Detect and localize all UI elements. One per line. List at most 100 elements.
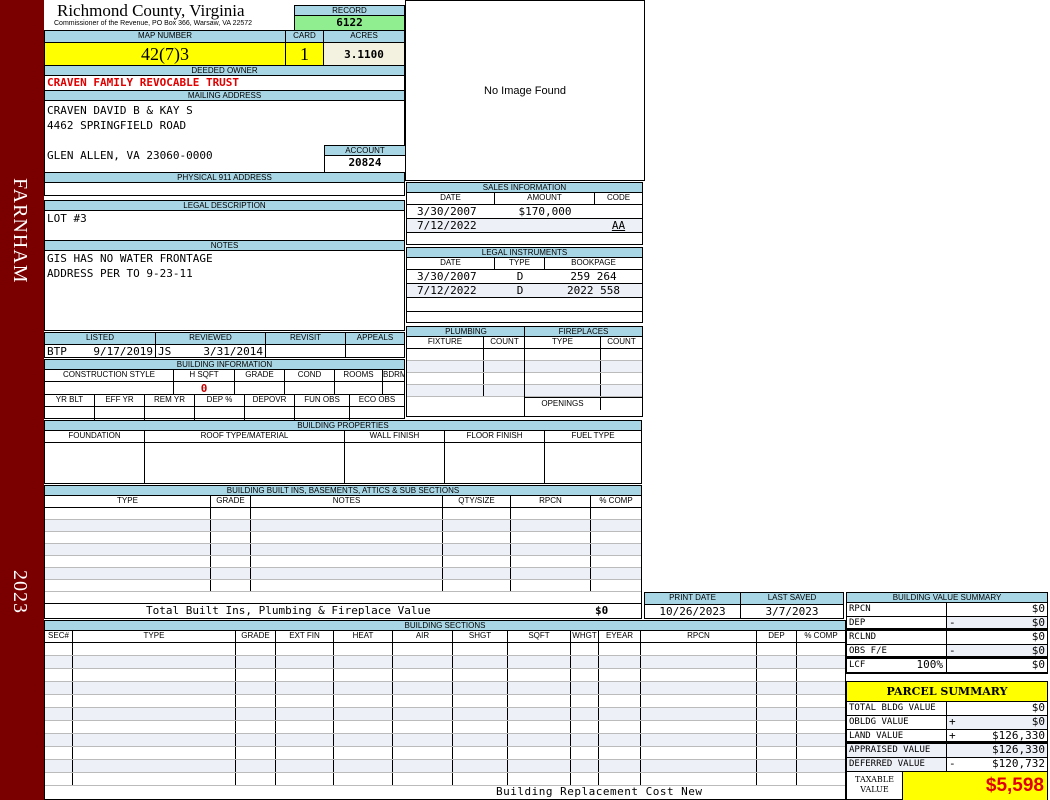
instrument-type: D — [516, 270, 524, 283]
cell — [571, 760, 599, 772]
value: $126,330 — [992, 743, 1045, 756]
summary-value: - $0 — [947, 617, 1047, 629]
table-row — [45, 669, 845, 682]
cell — [393, 695, 453, 707]
col-code: CODE — [606, 193, 631, 202]
cell — [236, 682, 276, 694]
cell — [599, 643, 641, 655]
summary-label: RCLND — [847, 631, 947, 644]
taxable-label: TAXABLE VALUE — [847, 772, 903, 800]
column-header: FOUNDATION — [45, 431, 145, 442]
column-header: HEAT — [334, 631, 393, 642]
parcel-summary-label: PARCEL SUMMARY — [847, 682, 1047, 702]
cell — [45, 508, 211, 519]
cell — [599, 669, 641, 681]
cell — [73, 760, 236, 772]
cell — [45, 556, 211, 567]
cell — [599, 760, 641, 772]
cell — [334, 721, 393, 733]
column-header: ROOMS — [335, 370, 383, 381]
lcf-percent: 100% — [916, 658, 944, 671]
cell — [599, 695, 641, 707]
sale-date: 7/12/2022 — [417, 219, 477, 232]
value: $126,330 — [992, 729, 1045, 742]
mailing-line: CRAVEN DAVID B & KAY S — [47, 104, 193, 117]
cell — [45, 669, 73, 681]
column-header: GRADE — [235, 370, 285, 381]
mailing-line: GLEN ALLEN, VA 23060-0000 — [47, 149, 213, 162]
value-summary-row: DEP - $0 — [847, 617, 1047, 631]
cell — [443, 532, 511, 543]
cell — [797, 669, 845, 681]
cell — [508, 708, 571, 720]
table-row — [407, 373, 525, 385]
plumbing-label: PLUMBING — [407, 327, 525, 337]
cell — [797, 682, 845, 694]
cell — [393, 760, 453, 772]
cell — [45, 656, 73, 668]
sales-box: SALES INFORMATION DATE AMOUNT CODE 3/30/20… — [406, 182, 643, 245]
cell — [797, 643, 845, 655]
summary-value: - $120,732 — [947, 758, 1047, 771]
cell — [525, 361, 601, 372]
builtins-total-value: $0 — [595, 604, 609, 617]
table-row — [45, 734, 845, 747]
cell — [757, 643, 797, 655]
sale-amount: $170,000 — [518, 205, 572, 218]
instrument-date: 3/30/2007 — [417, 270, 477, 283]
owner-box: DEEDED OWNER CRAVEN FAMILY REVOCABLE TRU… — [44, 65, 405, 173]
cell — [797, 708, 845, 720]
cell — [453, 669, 508, 681]
cell — [276, 721, 334, 733]
column-header: FUEL TYPE — [571, 431, 615, 440]
col-bookpage: BOOKPAGE — [571, 258, 616, 267]
cell — [211, 508, 251, 519]
cell — [601, 373, 642, 384]
value-summary-row: RPCN $0 — [847, 603, 1047, 617]
table-row — [45, 508, 641, 520]
cell — [591, 556, 641, 567]
cell — [591, 532, 641, 543]
col-count: COUNT — [607, 337, 636, 346]
column-header: GRADE — [236, 631, 276, 642]
cell — [45, 734, 73, 746]
column-header: REM YR — [145, 395, 195, 406]
cell — [45, 643, 73, 655]
column-header: SHGT — [453, 631, 508, 642]
cell — [236, 669, 276, 681]
cell — [350, 407, 404, 420]
summary-label: OBLDG VALUE — [847, 716, 947, 729]
cell — [641, 669, 757, 681]
fireplaces-box: FIREPLACES TYPE COUNT OPENINGS — [524, 326, 643, 417]
value-summary-label: BUILDING VALUE SUMMARY — [847, 593, 1047, 603]
cell — [599, 773, 641, 785]
cell — [393, 747, 453, 759]
cell — [511, 580, 591, 591]
record-value: 6122 — [295, 16, 404, 30]
cell — [276, 643, 334, 655]
column-header: EYEAR — [599, 631, 641, 642]
cell — [797, 773, 845, 785]
cell — [797, 734, 845, 746]
summary-value: $126,330 — [947, 744, 1047, 757]
cell — [251, 568, 443, 579]
building-info-box: BUILDING INFORMATION CONSTRUCTION STYLE H… — [44, 359, 405, 420]
cell — [484, 373, 525, 384]
cell — [508, 721, 571, 733]
summary-label-text: DEP — [849, 618, 866, 628]
physical-label: PHYSICAL 911 ADDRESS — [45, 173, 404, 183]
cell — [757, 773, 797, 785]
table-row — [45, 747, 845, 760]
mailing-label: MAILING ADDRESS — [45, 91, 404, 101]
building-value-summary: BUILDING VALUE SUMMARY RPCN $0 DEP - $0 RCLND… — [846, 592, 1048, 674]
col-date: DATE — [407, 258, 495, 269]
summary-label: DEP — [847, 617, 947, 628]
cell — [276, 695, 334, 707]
cell — [236, 643, 276, 655]
cell — [511, 508, 591, 519]
summary-value: $0 — [947, 702, 1047, 715]
hsqft-value: 0 — [174, 382, 235, 394]
cell — [571, 695, 599, 707]
cell — [251, 508, 443, 519]
cell — [525, 349, 601, 360]
